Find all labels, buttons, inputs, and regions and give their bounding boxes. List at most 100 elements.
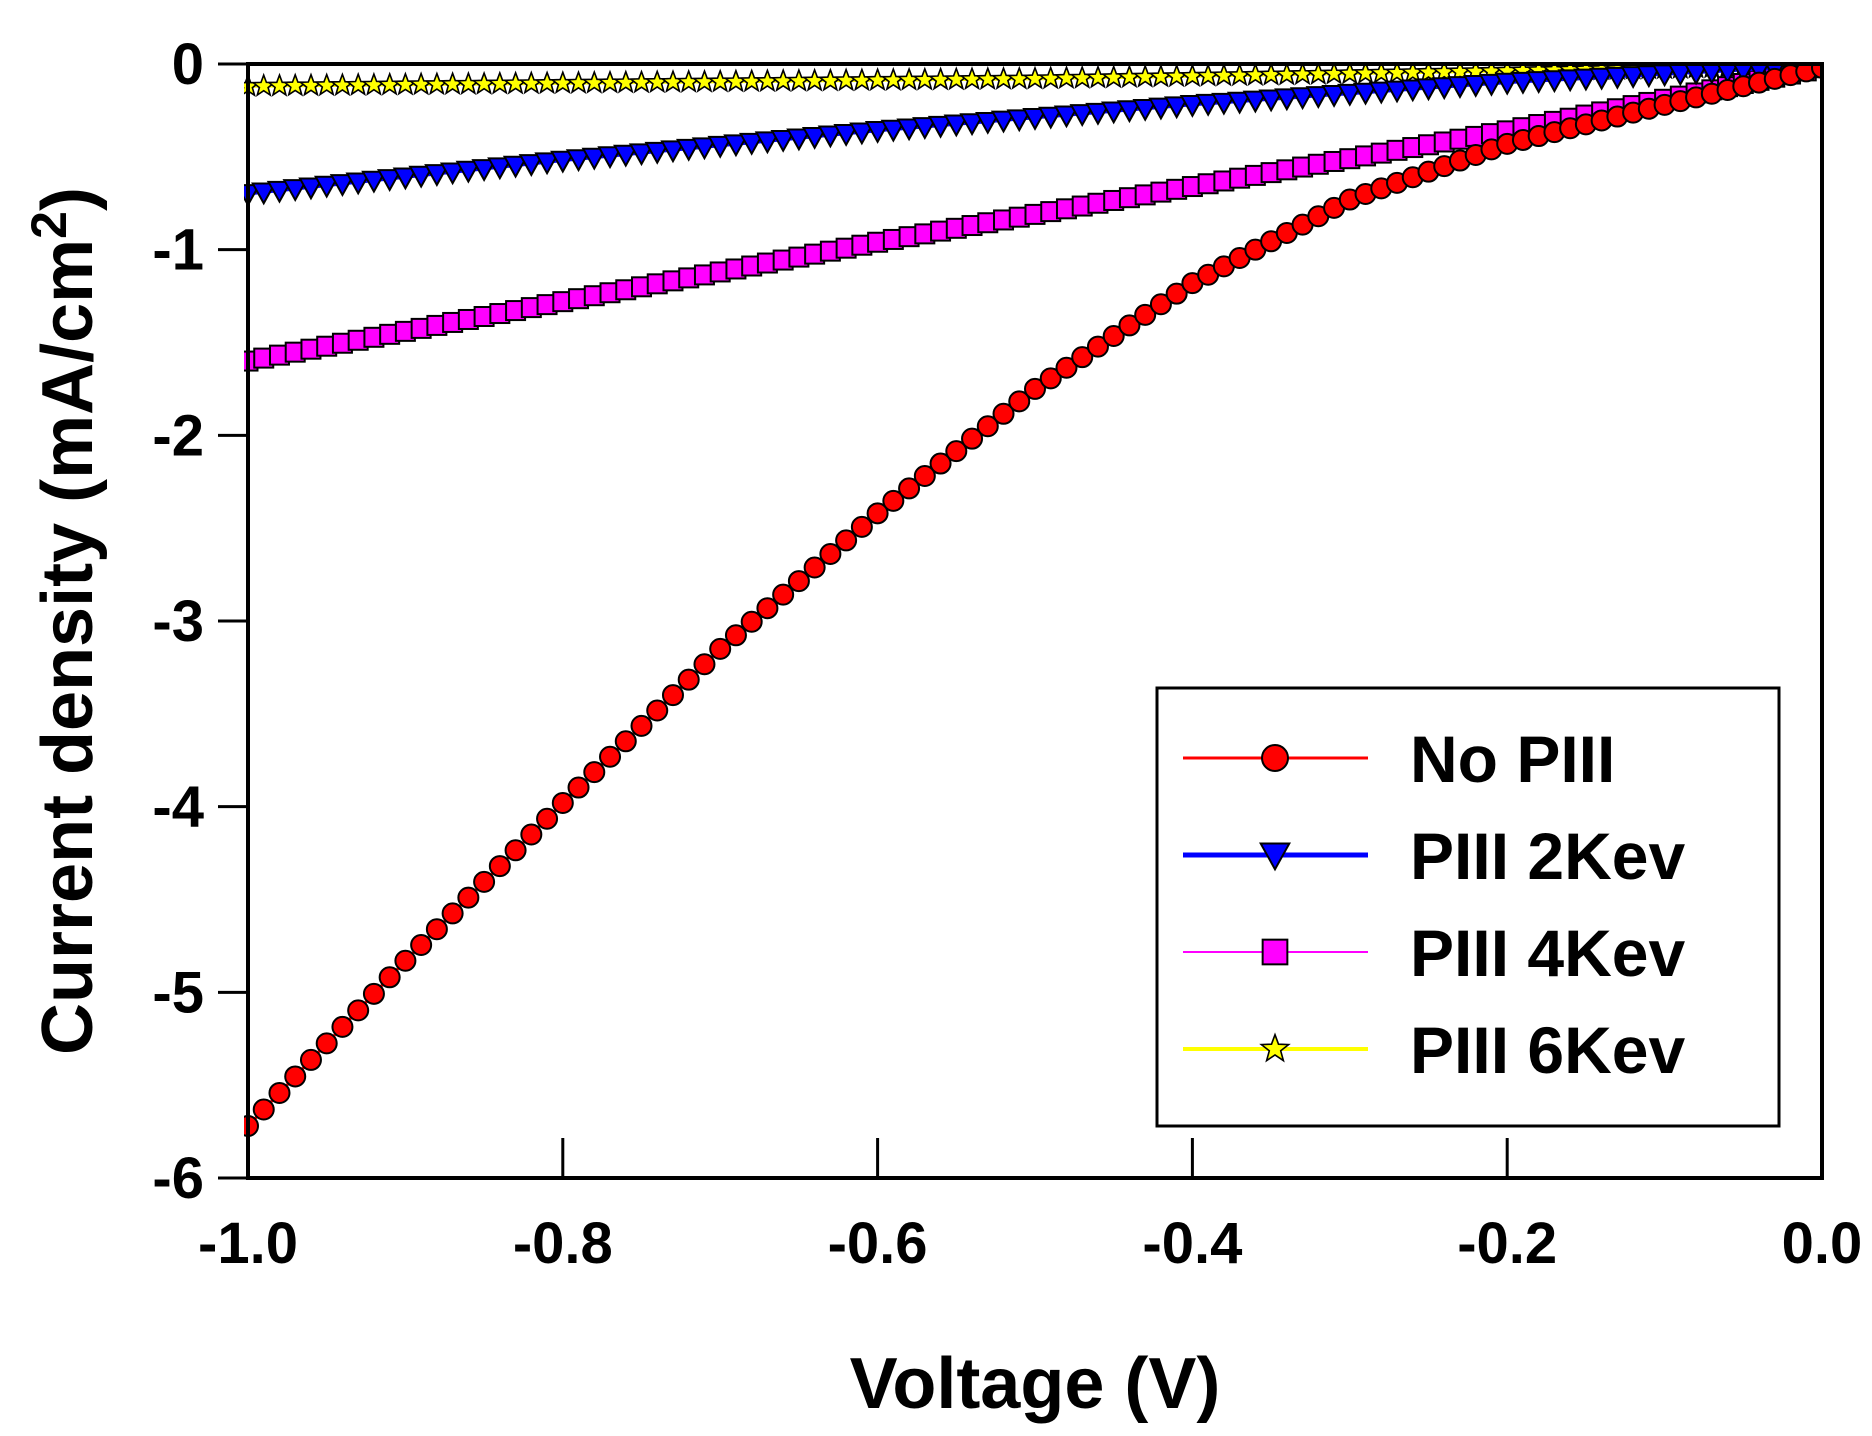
data-point — [927, 115, 954, 139]
data-point — [1022, 65, 1048, 90]
data-point — [835, 529, 858, 552]
data-point — [630, 714, 653, 737]
data-point — [661, 684, 684, 707]
data-point — [613, 144, 639, 168]
data-point — [1148, 97, 1174, 121]
y-axis-title-superscript: 2 — [21, 211, 77, 239]
data-point — [1242, 90, 1269, 114]
data-point — [1085, 102, 1111, 126]
data-point — [315, 1032, 338, 1055]
data-point — [912, 117, 938, 141]
data-point — [551, 791, 574, 814]
data-point — [1588, 67, 1615, 91]
data-point — [1415, 78, 1442, 102]
y-axis-title: Current density (mA/cm2) — [21, 187, 108, 1055]
data-point — [945, 440, 968, 463]
data-point — [1022, 108, 1048, 131]
data-point — [1368, 81, 1394, 105]
legend-entry: PIII 4Kev — [1183, 916, 1685, 990]
data-point — [1148, 64, 1174, 88]
data-point — [1447, 76, 1473, 99]
data-point — [565, 149, 592, 173]
data-point — [896, 118, 922, 142]
x-axis: -1.0 -0.8 -0.6 -0.4 -0.2 0.0 — [198, 1138, 1862, 1276]
data-point — [1134, 303, 1157, 326]
data-point — [1008, 390, 1031, 413]
legend-entry: PIII 2Kev — [1183, 819, 1685, 893]
data-point — [471, 159, 497, 182]
data-point — [473, 870, 496, 893]
data-point — [646, 699, 669, 722]
data-point — [1195, 93, 1221, 117]
data-point — [504, 839, 527, 862]
data-point — [314, 175, 340, 199]
data-point — [252, 1098, 275, 1121]
data-point — [882, 489, 905, 512]
data-point — [1069, 104, 1095, 128]
data-point — [817, 125, 844, 149]
data-point — [1573, 68, 1599, 92]
data-point — [1557, 69, 1583, 93]
data-point — [1165, 282, 1188, 305]
data-point — [1258, 64, 1284, 86]
data-point — [1053, 105, 1080, 129]
data-point — [1305, 86, 1332, 109]
y-tick-label: -5 — [152, 960, 204, 1025]
data-point — [677, 668, 700, 691]
data-point — [1226, 91, 1253, 115]
data-point — [1321, 85, 1347, 108]
data-point — [913, 464, 936, 487]
data-point — [439, 162, 466, 186]
data-point — [1179, 64, 1206, 88]
data-point — [628, 143, 655, 167]
data-point — [850, 515, 873, 538]
data-point — [770, 129, 796, 153]
legend-marker — [1261, 938, 1289, 966]
y-tick-label: -2 — [152, 403, 204, 468]
data-point — [819, 542, 842, 565]
y-tick-label: -3 — [152, 589, 204, 654]
data-point — [392, 167, 419, 191]
data-point — [394, 949, 417, 972]
data-point — [534, 152, 560, 176]
data-point — [1071, 346, 1094, 369]
data-point — [1102, 325, 1125, 348]
data-point — [849, 122, 875, 146]
data-point — [724, 624, 747, 647]
data-point — [1463, 74, 1489, 98]
data-point — [376, 169, 403, 192]
data-point — [864, 121, 891, 144]
data-point — [1541, 70, 1568, 94]
data-point — [455, 160, 482, 184]
data-point — [487, 157, 513, 181]
data-point — [833, 124, 859, 147]
data-point — [1149, 293, 1172, 316]
data-point — [329, 174, 356, 197]
data-point — [1101, 101, 1127, 125]
data-point — [583, 761, 606, 784]
data-point — [502, 155, 529, 179]
data-point — [1305, 64, 1332, 85]
data-point — [1431, 77, 1457, 101]
data-point — [345, 172, 371, 196]
data-point — [943, 114, 969, 138]
data-point — [1510, 71, 1536, 95]
data-point — [425, 918, 448, 941]
data-point — [299, 1048, 322, 1071]
data-point — [959, 113, 985, 137]
data-point — [880, 119, 907, 143]
data-point — [1337, 83, 1363, 107]
data-point — [723, 134, 749, 158]
data-point — [1384, 80, 1410, 104]
data-point — [644, 141, 670, 165]
data-point — [1024, 377, 1046, 400]
data-point — [1274, 88, 1300, 112]
legend-label: No PIII — [1410, 722, 1615, 796]
x-tick-label: 0.0 — [1782, 1211, 1863, 1276]
y-axis: 0 -1 -2 -3 -4 -5 -6 — [152, 32, 248, 1211]
data-point — [898, 477, 921, 500]
data-point — [990, 110, 1017, 134]
data-point — [536, 807, 559, 830]
data-point — [1006, 109, 1032, 133]
data-point — [1069, 64, 1095, 89]
